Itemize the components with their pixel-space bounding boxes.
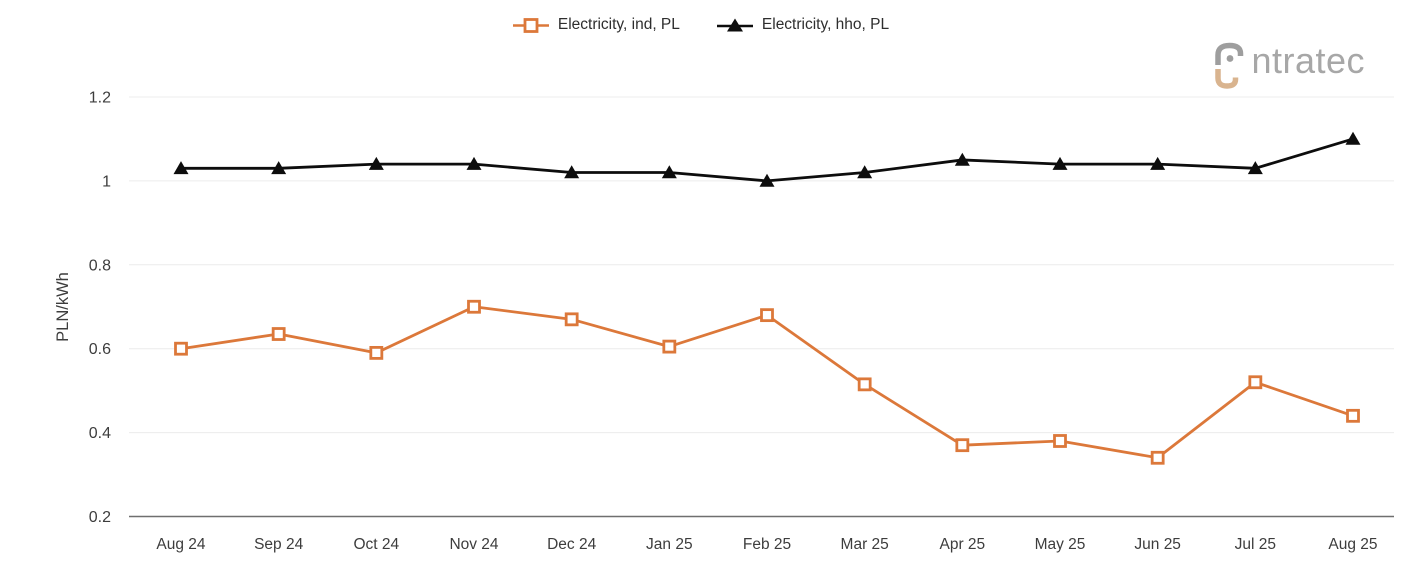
data-point-square (174, 341, 188, 356)
data-point-triangle (368, 156, 384, 170)
y-axis-tick-labels: 0.2 0.4 0.6 0.8 1 1.2 (89, 90, 111, 527)
legend-marker-triangle-icon (716, 18, 753, 31)
x-axis-tick-labels: Aug 24 Sep 24 Oct 24 Nov 24 Dec 24 Jan 25 Feb … (156, 536, 1377, 553)
svg-text:1: 1 (102, 173, 111, 190)
data-point-square (467, 299, 481, 314)
legend-item-hho[interactable]: Electricity, hho, PL (716, 16, 889, 34)
data-point-triangle (1247, 161, 1263, 175)
data-point-triangle (564, 165, 580, 179)
data-point-triangle (1150, 156, 1166, 170)
svg-text:Jul 25: Jul 25 (1235, 536, 1276, 553)
data-point-square (760, 308, 774, 323)
intratec-logo-i-icon (1215, 42, 1244, 89)
svg-text:May 25: May 25 (1035, 536, 1086, 553)
series-hho (173, 131, 1361, 187)
data-point-square (1053, 434, 1067, 448)
svg-text:Dec 24: Dec 24 (547, 536, 596, 553)
svg-text:Sep 24: Sep 24 (254, 536, 304, 553)
intratec-logo-text: ntratec (1251, 40, 1365, 81)
data-point-square (1346, 408, 1360, 423)
svg-text:Jun 25: Jun 25 (1134, 536, 1181, 553)
svg-text:Feb 25: Feb 25 (743, 536, 791, 553)
data-point-triangle (173, 161, 189, 175)
svg-text:Aug 25: Aug 25 (1328, 536, 1377, 553)
svg-text:0.8: 0.8 (89, 257, 111, 274)
svg-text:Mar 25: Mar 25 (841, 536, 889, 553)
y-axis-title: PLN/kWh (54, 272, 72, 342)
data-point-triangle (466, 156, 482, 170)
legend-item-ind[interactable]: Electricity, ind, PL (512, 16, 680, 34)
legend-label-ind: Electricity, ind, PL (557, 16, 680, 33)
chart-legend: Electricity, ind, PL Electricity, hho, P… (0, 16, 1401, 34)
data-point-triangle (1345, 131, 1361, 145)
svg-text:Apr 25: Apr 25 (939, 536, 985, 553)
svg-text:Jan 25: Jan 25 (646, 536, 693, 553)
data-point-square (857, 377, 872, 392)
svg-text:Oct 24: Oct 24 (353, 536, 399, 553)
data-point-triangle (271, 161, 287, 175)
data-point-square (564, 312, 579, 327)
intratec-logo: ntratec (1211, 41, 1365, 89)
svg-text:0.2: 0.2 (89, 509, 111, 526)
svg-text:0.6: 0.6 (89, 341, 111, 358)
data-point-triangle (954, 152, 970, 166)
data-point-square (955, 438, 970, 453)
series-ind (174, 299, 1360, 465)
svg-text:1.2: 1.2 (89, 90, 111, 107)
data-point-square (1248, 375, 1263, 390)
data-point-square (662, 339, 677, 354)
legend-marker-square-icon (512, 17, 549, 33)
data-point-square (271, 327, 286, 341)
data-point-triangle (857, 165, 873, 179)
svg-text:Nov 24: Nov 24 (449, 536, 498, 553)
data-point-square (1150, 450, 1165, 465)
legend-label-hho: Electricity, hho, PL (761, 16, 890, 33)
data-point-triangle (661, 165, 677, 179)
data-point-triangle (1052, 156, 1068, 170)
svg-text:Aug 24: Aug 24 (156, 536, 206, 553)
svg-text:0.4: 0.4 (89, 425, 111, 442)
data-point-triangle (759, 173, 775, 187)
gridlines (129, 96, 1394, 434)
data-point-square (369, 345, 384, 360)
